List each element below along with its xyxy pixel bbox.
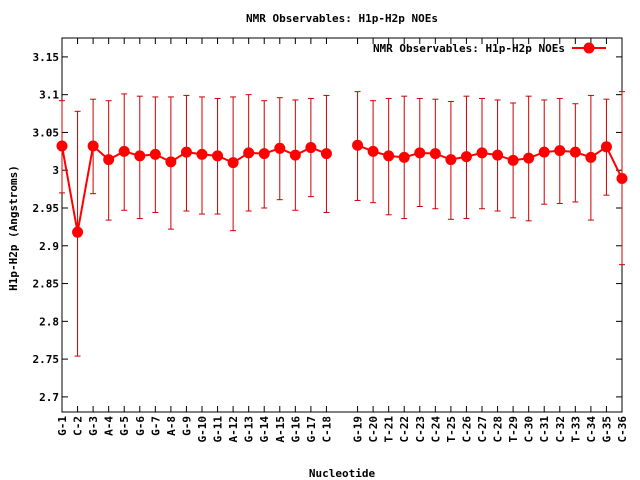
data-point: [227, 157, 239, 169]
data-point: [445, 154, 457, 166]
x-tick-label: T-33: [569, 416, 582, 443]
x-tick-label: G-7: [149, 416, 162, 436]
y-tick-label: 3: [52, 164, 59, 177]
y-tick-label: 2.7: [39, 391, 59, 404]
x-tick-label: T-29: [507, 416, 520, 443]
x-tick-label: C-28: [492, 416, 505, 443]
data-point: [569, 146, 581, 158]
y-tick-label: 2.8: [39, 315, 59, 328]
data-point: [523, 152, 535, 164]
data-point: [554, 145, 566, 157]
data-point: [616, 173, 628, 185]
data-point: [538, 146, 550, 158]
legend: NMR Observables: H1p-H2p NOEs: [373, 42, 606, 55]
data-point: [72, 226, 84, 238]
data-point: [180, 146, 192, 158]
series-line: [357, 144, 623, 179]
x-tick-label: G-17: [305, 416, 318, 443]
data-point: [383, 150, 395, 162]
y-tick-label: 2.75: [33, 353, 60, 366]
data-point: [585, 151, 597, 163]
x-tick-label: A-4: [103, 416, 116, 436]
data-point: [429, 148, 441, 160]
data-point: [196, 148, 208, 160]
data-point: [507, 154, 519, 166]
data-point: [118, 145, 130, 157]
x-tick-label: C-26: [460, 416, 473, 443]
data-point: [149, 148, 161, 160]
legend-marker: [583, 42, 595, 54]
data-point: [289, 149, 301, 161]
data-point: [367, 145, 379, 157]
data-point: [476, 147, 488, 159]
x-tick-label: C-36: [616, 416, 629, 443]
data-point: [103, 154, 115, 166]
y-tick-label: 2.85: [33, 278, 60, 291]
x-tick-label: G-14: [258, 416, 271, 443]
x-tick-label: C-2: [72, 416, 85, 436]
x-tick-label: G-35: [600, 416, 613, 443]
x-tick-label: G-1: [56, 416, 69, 436]
x-tick-label: C-24: [429, 416, 442, 443]
x-tick-label: C-18: [320, 416, 333, 443]
x-tick-label: A-8: [165, 416, 178, 436]
data-point: [87, 140, 99, 152]
x-tick-label: T-21: [383, 416, 396, 443]
chart-title: NMR Observables: H1p-H2p NOEs: [246, 12, 438, 25]
x-tick-label: G-10: [196, 416, 209, 443]
x-tick-label: G-9: [180, 416, 193, 436]
x-tick-label: C-30: [523, 416, 536, 443]
x-tick-label: G-19: [352, 416, 365, 443]
y-tick-label: 2.95: [33, 202, 60, 215]
x-tick-label: G-6: [134, 416, 147, 436]
x-tick-label: G-13: [243, 416, 256, 443]
data-point: [460, 151, 472, 163]
y-tick-label: 2.9: [39, 240, 59, 253]
x-tick-label: C-23: [414, 416, 427, 443]
data-point: [414, 147, 426, 159]
x-tick-label: A-12: [227, 416, 240, 443]
series-line: [61, 144, 327, 233]
y-tick-label: 3.05: [33, 126, 60, 139]
data-point: [212, 150, 224, 162]
x-tick-label: T-25: [445, 416, 458, 443]
x-tick-label: G-5: [118, 416, 131, 436]
x-tick-label: G-16: [289, 416, 302, 443]
data-point: [398, 151, 410, 163]
x-tick-label: C-31: [538, 416, 551, 443]
legend-label: NMR Observables: H1p-H2p NOEs: [373, 42, 565, 55]
data-point: [134, 150, 146, 162]
data-point: [600, 141, 612, 153]
data-point: [352, 139, 364, 151]
data-point: [274, 142, 286, 154]
y-axis-label: H1p-H2p (Angstroms): [7, 165, 20, 291]
x-axis-label: Nucleotide: [309, 467, 376, 480]
y-tick-label: 3.1: [39, 89, 59, 102]
data-point: [243, 147, 255, 159]
x-tick-label: A-15: [274, 416, 287, 443]
plot-frame: [61, 37, 623, 413]
x-tick-label: C-32: [554, 416, 567, 443]
data-point: [165, 156, 177, 168]
data-point: [258, 148, 270, 160]
x-tick-label: C-34: [585, 416, 598, 443]
x-tick-label: C-27: [476, 416, 489, 443]
data-point: [56, 140, 68, 152]
x-tick-label: C-20: [367, 416, 380, 443]
data-point: [305, 142, 317, 154]
data-point: [320, 148, 332, 160]
x-tick-label: C-22: [398, 416, 411, 443]
x-tick-label: G-11: [212, 416, 225, 443]
y-tick-label: 3.15: [33, 51, 60, 64]
x-tick-label: G-3: [87, 416, 100, 436]
data-point: [492, 149, 504, 161]
